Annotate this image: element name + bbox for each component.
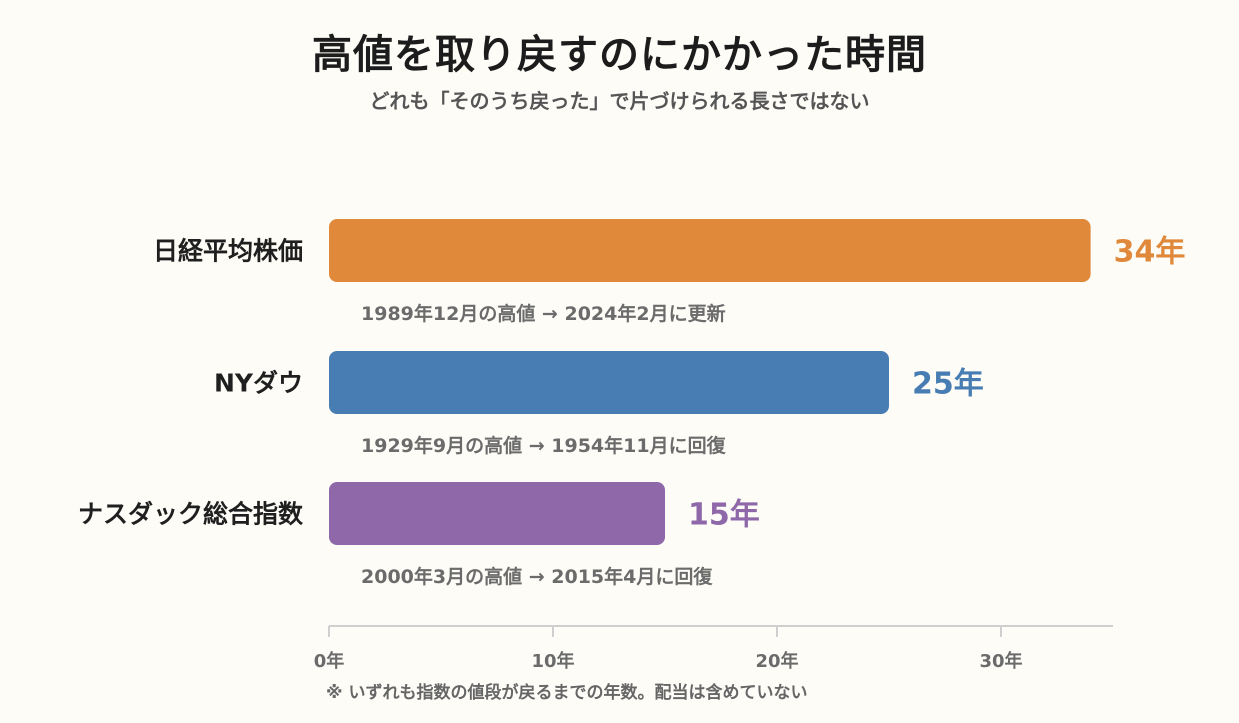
bar bbox=[329, 351, 889, 414]
bar-annotation: 2000年3月の高値 → 2015年4月に回復 bbox=[361, 565, 713, 588]
bar bbox=[329, 219, 1091, 282]
bar-annotation: 1929年9月の高値 → 1954年11月に回復 bbox=[361, 434, 727, 457]
value-label: 15年 bbox=[688, 498, 760, 533]
value-label: 25年 bbox=[912, 367, 984, 402]
x-tick-label: 10年 bbox=[531, 650, 574, 672]
chart-subtitle: どれも「そのうち戻った」で片づけられる長さではない bbox=[369, 89, 870, 113]
bar bbox=[329, 482, 665, 545]
bar-annotation: 1989年12月の高値 → 2024年2月に更新 bbox=[361, 302, 726, 325]
category-label: 日経平均株価 bbox=[153, 237, 303, 266]
x-tick-label: 30年 bbox=[979, 650, 1022, 672]
chart-title: 高値を取り戻すのにかかった時間 bbox=[312, 32, 927, 78]
value-label: 34年 bbox=[1114, 235, 1186, 270]
x-tick-label: 20年 bbox=[755, 650, 798, 672]
category-label: ナスダック総合指数 bbox=[78, 500, 304, 529]
x-tick-label: 0年 bbox=[314, 650, 345, 672]
category-label: NYダウ bbox=[214, 369, 303, 398]
footnote: ※ いずれも指数の値段が戻るまでの年数。配当は含めていない bbox=[326, 683, 808, 703]
